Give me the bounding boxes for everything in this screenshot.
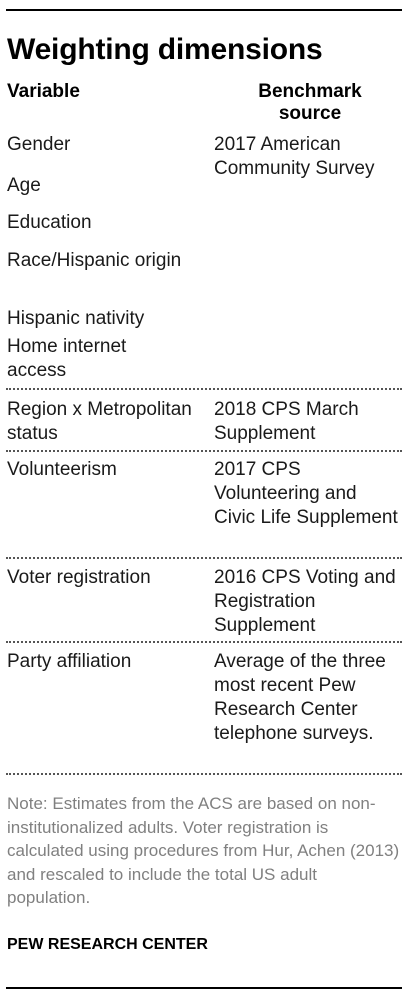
- row-divider: [6, 641, 402, 643]
- variable-cell: Voter registration: [7, 567, 151, 588]
- variable-cell: Hispanic nativity: [7, 308, 145, 329]
- variable-cell: Party affiliation: [7, 651, 132, 672]
- benchmark-source-cell: 2017 American Community Survey: [214, 134, 375, 179]
- variable-cell: Gender: [7, 134, 71, 155]
- variable-column-header: Variable: [7, 81, 80, 102]
- page-title: Weighting dimensions: [7, 33, 323, 66]
- benchmark-source-cell: 2018 CPS March Supplement: [214, 399, 359, 444]
- source-credit: PEW RESEARCH CENTER: [7, 936, 208, 953]
- benchmark-source-cell: 2017 CPS Volunteering and Civic Life Sup…: [214, 459, 398, 528]
- row-divider: [6, 557, 402, 559]
- row-divider: [6, 450, 402, 452]
- variable-cell: Race/Hispanic origin: [7, 250, 182, 271]
- variable-cell: Age: [7, 175, 41, 196]
- bottom-rule: [6, 987, 402, 989]
- top-rule: [6, 9, 402, 11]
- footnote: Note: Estimates from the ACS are based o…: [7, 794, 400, 907]
- benchmark-source-column-header: Benchmark source: [258, 81, 362, 124]
- variable-cell: Volunteerism: [7, 459, 117, 480]
- row-divider: [6, 388, 402, 390]
- variable-cell: Region x Metropolitan status: [7, 399, 192, 444]
- variable-cell: Home internet access: [7, 336, 127, 381]
- row-divider: [6, 773, 402, 775]
- variable-cell: Education: [7, 212, 92, 233]
- benchmark-source-cell: 2016 CPS Voting and Registration Supplem…: [214, 567, 396, 636]
- benchmark-source-cell: Average of the three most recent Pew Res…: [214, 651, 386, 744]
